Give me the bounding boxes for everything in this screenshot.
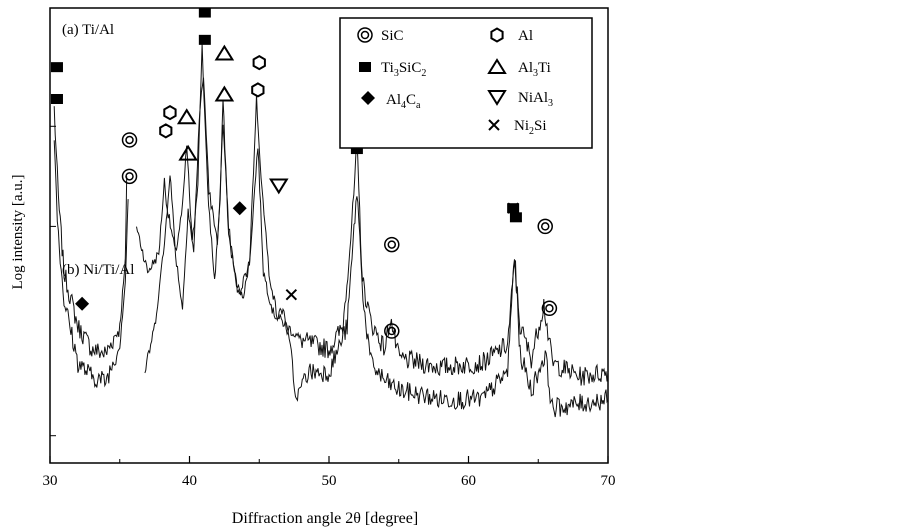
y-axis-title: Log intensity [a.u.]: [10, 175, 26, 290]
x-axis-title: Diffraction angle 2θ [degree]: [232, 510, 418, 527]
peak-marker-hexagon: [159, 123, 173, 139]
peak-marker-double-circle: [384, 236, 400, 253]
peak-marker-hexagon: [251, 82, 265, 98]
series-0-trace-0: [53, 106, 128, 358]
peak-marker-square: [50, 94, 63, 104]
legend-label-al3ti: Al3Ti: [518, 60, 551, 79]
legend-label-nial3: NiAl3: [518, 90, 553, 109]
x-tick-label: 70: [601, 473, 616, 489]
legend-symbol-triangle-up: [487, 58, 507, 74]
peak-marker-cross: [507, 202, 519, 214]
series-1-trace-0: [53, 140, 129, 388]
peak-marker-double-circle: [384, 323, 400, 339]
legend-markers: [357, 27, 507, 131]
series-1-trace-1: [144, 77, 609, 418]
peak-marker-hexagon: [252, 54, 266, 71]
peak-marker-double-circle: [121, 168, 138, 185]
peak-marker-triangle-up: [214, 44, 235, 61]
peak-marker-double-circle: [537, 218, 553, 235]
legend-label-sic: SiC: [381, 28, 404, 44]
x-tick-label: 40: [182, 473, 197, 489]
x-tick-label: 60: [461, 473, 476, 489]
legend-label-al: Al: [518, 28, 533, 44]
peak-marker-diamond: [232, 201, 247, 216]
peak-marker-double-circle: [121, 132, 138, 148]
legend-symbol-diamond: [361, 91, 375, 105]
legend-symbol-cross: [488, 119, 500, 131]
peak-marker-square: [198, 7, 211, 18]
peak-marker-double-circle: [541, 300, 558, 317]
series-layer: [53, 43, 609, 418]
legend-label-ni2si: Ni2Si: [514, 118, 547, 137]
legend: SiC Al Ti3SiC2 Al3Ti Al4Ca NiAl3 Ni2Si: [339, 17, 593, 149]
peak-marker-square: [509, 212, 522, 223]
peak-marker-square: [350, 144, 363, 155]
legend-symbol-square: [359, 62, 371, 72]
series-label-a: (a) Ti/Al: [62, 22, 114, 38]
x-tick-label: 50: [322, 473, 337, 489]
x-tick-label: 30: [43, 473, 58, 489]
peak-marker-cross: [285, 288, 298, 301]
peak-marker-triangle-up: [178, 144, 198, 161]
legend-label-al4c: Al4Ca: [386, 92, 421, 111]
legend-symbol-double-circle: [357, 27, 373, 43]
peak-marker-hexagon: [163, 104, 177, 121]
series-0-trace-1: [136, 43, 609, 386]
legend-label-ti3sic2: Ti3SiC2: [381, 60, 426, 79]
peak-marker-triangle-down: [268, 178, 289, 195]
axis-layer: 30 40 50 60 70: [43, 125, 616, 489]
legend-symbol-triangle-down: [487, 90, 507, 106]
legend-box: [339, 17, 593, 149]
peak-marker-square: [50, 62, 63, 73]
peak-marker-square: [198, 34, 211, 45]
legend-symbol-hexagon: [490, 27, 504, 43]
peak-marker-triangle-up: [176, 108, 197, 125]
peak-marker-triangle-up: [214, 85, 235, 102]
series-label-b: (b) Ni/Ti/Al: [62, 262, 134, 278]
peak-marker-diamond: [75, 296, 90, 311]
